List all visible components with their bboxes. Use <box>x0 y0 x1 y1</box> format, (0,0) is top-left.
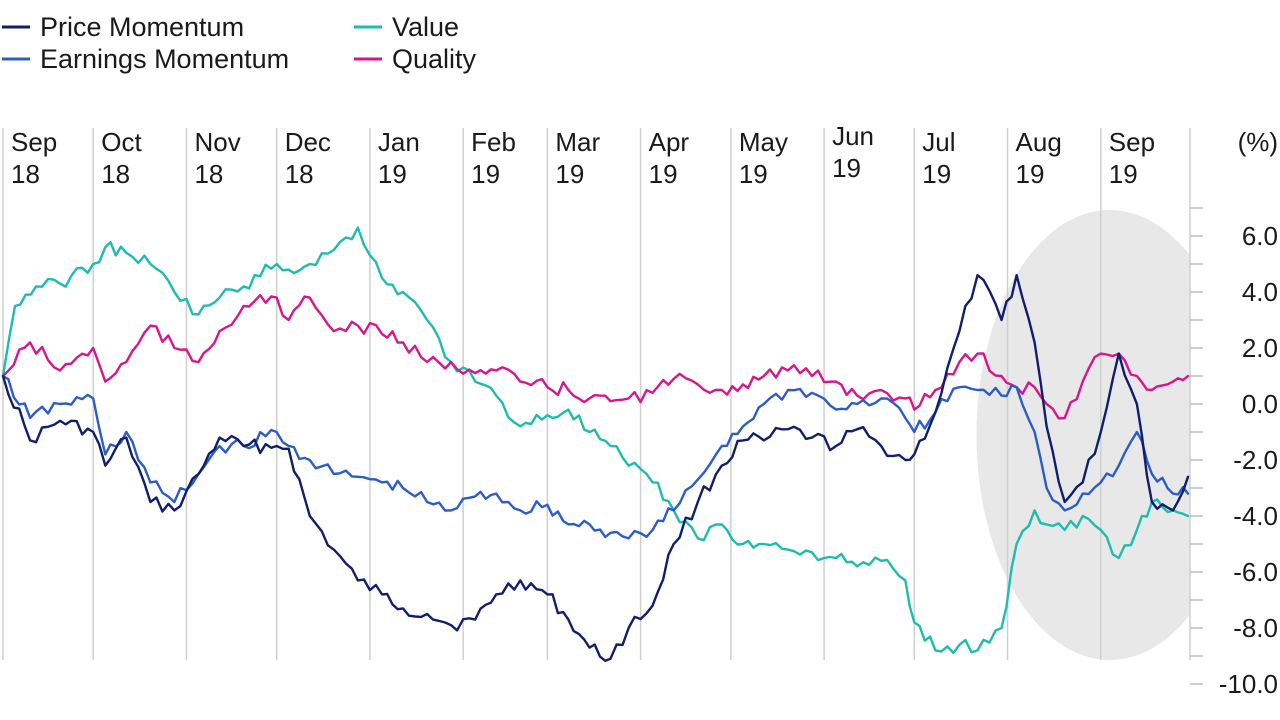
y-tick-label: 6.0 <box>1242 221 1278 251</box>
month-label: Aug <box>1016 127 1062 157</box>
year-label: 19 <box>378 159 407 189</box>
year-label: 19 <box>739 159 768 189</box>
x-axis-labels: Sep18Oct18Nov18Dec18Jan19Feb19Mar19Apr19… <box>11 121 1155 189</box>
legend-label-earnings-momentum: Earnings Momentum <box>40 44 289 74</box>
y-tick-label: -2.0 <box>1233 445 1278 475</box>
month-label: Nov <box>194 127 240 157</box>
year-label: 18 <box>101 159 130 189</box>
year-label: 19 <box>922 159 951 189</box>
y-axis: 6.0 4.0 2.0 0.0 -2.0 -4.0 -6.0 -8.0 -10.0 <box>1190 207 1278 699</box>
month-label: Jun <box>832 121 874 151</box>
year-label: 19 <box>471 159 500 189</box>
year-label: 19 <box>832 153 861 183</box>
y-tick-label: -6.0 <box>1233 557 1278 587</box>
series-line-price-momentum <box>1 274 1190 662</box>
legend-label-quality: Quality <box>392 44 477 74</box>
y-tick-label: 2.0 <box>1242 333 1278 363</box>
year-label: 19 <box>555 159 584 189</box>
month-label: Apr <box>649 127 690 157</box>
month-label: May <box>739 127 788 157</box>
month-label: Sep <box>11 127 57 157</box>
y-tick-label: -10.0 <box>1219 669 1278 699</box>
year-label: 19 <box>649 159 678 189</box>
y-tick-label: 4.0 <box>1242 277 1278 307</box>
month-label: Dec <box>285 127 331 157</box>
year-label: 18 <box>11 159 40 189</box>
series-line-quality <box>1 294 1190 420</box>
year-label: 18 <box>194 159 223 189</box>
year-label: 19 <box>1016 159 1045 189</box>
month-label: Mar <box>555 127 600 157</box>
month-label: Oct <box>101 127 142 157</box>
plot-area <box>1 226 1190 662</box>
legend-label-value: Value <box>392 12 459 42</box>
y-tick-label: -8.0 <box>1233 613 1278 643</box>
legend-label-price-momentum: Price Momentum <box>40 12 244 42</box>
y-tick-label: 0.0 <box>1242 389 1278 419</box>
month-label: Jan <box>378 127 420 157</box>
month-label: Sep <box>1109 127 1155 157</box>
y-unit-label: (%) <box>1238 127 1278 157</box>
year-label: 18 <box>285 159 314 189</box>
year-label: 19 <box>1109 159 1138 189</box>
month-label: Feb <box>471 127 516 157</box>
y-tick-label: -4.0 <box>1233 501 1278 531</box>
series-line-value <box>1 226 1190 654</box>
month-label: Jul <box>922 127 955 157</box>
grid-lines <box>2 128 1191 660</box>
